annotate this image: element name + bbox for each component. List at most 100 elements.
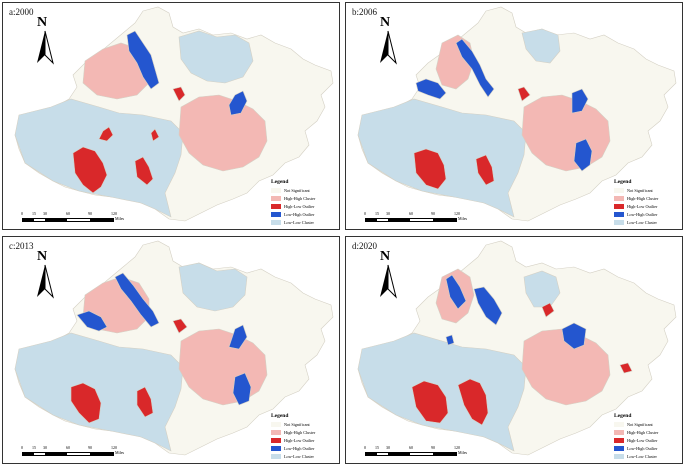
legend-title: Legend [271,179,289,185]
scale-tick-label: 60 [66,445,70,450]
panel-label: d:2020 [352,241,378,251]
scale-tick-label: 30 [43,211,47,216]
legend-item: High-High Cluster [271,428,339,436]
legend-swatch [271,437,281,443]
scale-unit: Miles [115,450,125,455]
north-arrow-icon: N [376,249,400,301]
panel-label: b:2006 [352,7,378,17]
scale-tick-label: 120 [111,445,117,450]
legend-label: High-Low Outlier [284,203,315,209]
scale-tick-label: 15 [375,445,379,450]
scale-tick-label: 120 [454,211,460,216]
scale-segment [388,219,410,221]
legend-label: High-High Cluster [627,429,659,435]
legend-swatch [271,203,281,209]
scale-tick-label: 60 [66,211,70,216]
legend-swatch [614,203,624,209]
choropleth-map [14,6,334,222]
north-label: N [37,15,48,30]
map-panel-d: d:2020 N Legend Not Significant High-High … [345,236,683,464]
scale-tick-label: 120 [111,211,117,216]
legend-swatch [271,219,281,225]
scale-tick-label: 15 [32,445,36,450]
scale-tick-label: 30 [43,445,47,450]
scale-tick-label: 30 [386,211,390,216]
legend-swatch [614,453,624,459]
legend-swatch [614,421,624,427]
legend-swatch [271,211,281,217]
scale-bar-strip [22,452,114,456]
scale-segment [433,453,456,455]
scale-tick-label: 0 [21,211,23,216]
scale-segment [45,453,67,455]
region-high-low [72,86,186,194]
scale-unit: Miles [115,216,125,221]
scale-segment [388,453,410,455]
scale-segment [90,219,113,221]
legend-swatch [614,187,624,193]
legend-swatch [614,445,624,451]
scale-bar: 0 15 30 60 90 120 Miles [19,445,139,461]
legend-label: High-High Cluster [284,195,316,201]
scale-tick-label: 0 [364,445,366,450]
choropleth-map [357,240,677,456]
scale-segment [23,219,34,221]
legend-title: Legend [271,413,289,419]
legend-item: Low-High Outlier [271,210,339,218]
region-high-low [70,318,188,424]
legend-item: Low-High Outlier [614,210,682,218]
region-low-high [76,272,252,406]
legend-swatch [614,437,624,443]
scale-bar: 0 15 30 60 90 120 Miles [19,211,139,227]
map-panel-c: c:2013 N Legend Not Significant High-High … [2,236,340,464]
scale-tick-label: 30 [386,445,390,450]
scale-unit: Miles [458,216,468,221]
scale-tick-label: 60 [409,445,413,450]
legend-swatch [614,211,624,217]
legend-swatch [271,187,281,193]
scale-tick-label: 15 [32,211,36,216]
choropleth-map [357,6,677,222]
region-high-low [411,302,633,426]
scale-bar: 0 15 30 60 90 120 Miles [362,445,482,461]
legend-label: Low-Low Cluster [284,453,314,459]
legend-label: Not Significant [284,421,310,427]
legend-item: High-High Cluster [614,428,682,436]
legend-swatch [271,445,281,451]
legend-swatch [271,195,281,201]
scale-tick-label: 0 [21,445,23,450]
scale-bar: 0 15 30 60 90 120 Miles [362,211,482,227]
scale-segment [433,219,456,221]
legend-item: Low-Low Cluster [614,218,682,226]
legend-label: High-Low Outlier [284,437,315,443]
legend-item: High-Low Outlier [271,436,339,444]
scale-segment [366,453,377,455]
region-low-high [445,274,587,350]
legend-item: Low-Low Cluster [271,452,339,460]
legend-item: High-Low Outlier [614,436,682,444]
legend-label: Not Significant [284,187,310,193]
legend-label: Low-Low Cluster [627,453,657,459]
legend-item: Low-Low Cluster [271,218,339,226]
north-label: N [380,15,391,30]
scale-bar-strip [22,218,114,222]
scale-tick-label: 15 [375,211,379,216]
legend-label: Low-Low Cluster [284,219,314,225]
map-panel-a: a:2000 N Legend Not Significant High-High … [2,2,340,230]
legend-item: Not Significant [271,420,339,428]
scale-tick-label: 90 [88,211,92,216]
legend-label: Not Significant [627,421,653,427]
region-low-high [126,30,248,116]
north-arrow-icon: N [33,15,57,67]
legend-swatch [271,453,281,459]
legend-label: Low-High Outlier [627,445,658,451]
region-low-low [14,262,248,452]
region-low-high [415,38,593,172]
legend-item: Not Significant [271,186,339,194]
legend-swatch [614,195,624,201]
legend-item: High-High Cluster [271,194,339,202]
scale-tick-label: 120 [454,445,460,450]
legend-item: Low-High Outlier [271,444,339,452]
legend-label: High-High Cluster [627,195,659,201]
legend-label: High-Low Outlier [627,203,658,209]
